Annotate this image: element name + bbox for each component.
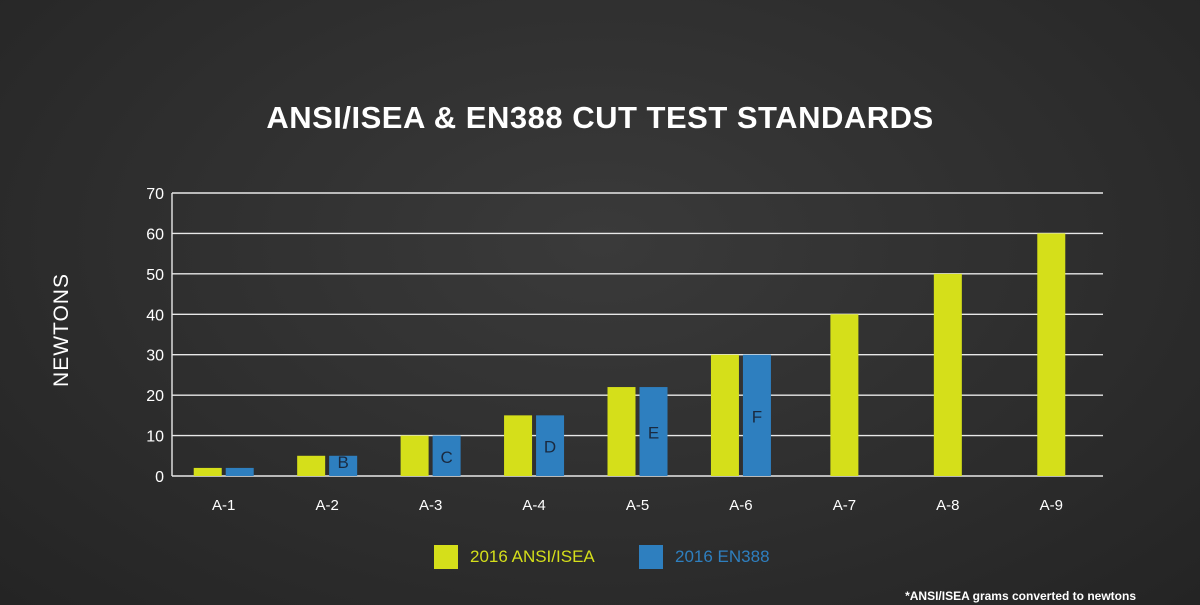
- bar-ansi: [933, 273, 962, 476]
- bar-en388: [742, 354, 771, 476]
- bar-label-en388: E: [648, 424, 659, 443]
- footnote: *ANSI/ISEA grams converted to newtons: [905, 589, 1136, 603]
- x-tick-label: A-6: [729, 497, 752, 514]
- bar-en388: [536, 415, 565, 476]
- bar-en388: [329, 455, 358, 476]
- chart-title: ANSI/ISEA & EN388 CUT TEST STANDARDS: [266, 100, 934, 135]
- bar-en388: [225, 467, 254, 476]
- legend-swatch-ansi: [434, 545, 458, 569]
- y-tick-label: 60: [146, 226, 164, 243]
- bar-ansi: [504, 415, 533, 476]
- x-tick-label: A-5: [626, 497, 649, 514]
- x-tick-label: A-1: [212, 497, 235, 514]
- bar-label-en388: F: [752, 407, 762, 426]
- bar-label-en388: C: [440, 448, 452, 467]
- bar-ansi: [193, 467, 222, 476]
- x-tick-label: A-2: [315, 497, 338, 514]
- y-tick-label: 30: [146, 348, 164, 365]
- legend-swatch-en388: [639, 545, 663, 569]
- y-tick-label: 0: [155, 469, 164, 486]
- legend-item-ansi: 2016 ANSI/ISEA: [434, 545, 595, 569]
- bar-ansi: [830, 314, 859, 476]
- x-tick-label: A-9: [1040, 497, 1063, 514]
- bar-ansi: [710, 354, 739, 476]
- y-tick-label: 10: [146, 429, 164, 446]
- x-tick-label: A-3: [419, 497, 442, 514]
- x-tick-label: A-8: [936, 497, 959, 514]
- bar-en388: [639, 387, 668, 476]
- x-tick-label: A-4: [522, 497, 545, 514]
- bar-en388: [432, 435, 461, 476]
- legend-item-en388: 2016 EN388: [639, 545, 770, 569]
- bar-label-en388: D: [544, 438, 556, 457]
- legend-label-ansi: 2016 ANSI/ISEA: [470, 547, 595, 566]
- bar-ansi: [400, 435, 429, 476]
- bar-ansi: [607, 387, 636, 476]
- x-tick-label: A-7: [833, 497, 856, 514]
- y-tick-label: 70: [146, 186, 164, 203]
- bar-ansi: [297, 455, 326, 476]
- y-tick-label: 20: [146, 388, 164, 405]
- y-tick-label: 40: [146, 307, 164, 324]
- y-tick-label: 50: [146, 267, 164, 284]
- bar-chart: 0 10 20 30 40 50 60 70 A-1 B A-2 C A-3 D A-4 E A-5 F A-6 A-…: [146, 186, 1103, 514]
- legend: 2016 ANSI/ISEA 2016 EN388: [0, 545, 1200, 575]
- bar-label-en388: B: [337, 453, 348, 472]
- bar-ansi: [1037, 233, 1066, 476]
- legend-label-en388: 2016 EN388: [675, 547, 770, 566]
